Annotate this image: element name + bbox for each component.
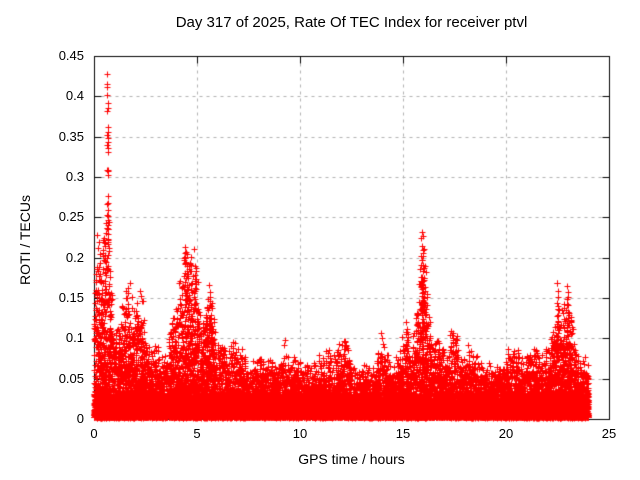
y-tick-label: 0.2 — [65, 250, 84, 265]
x-axis-label: GPS time / hours — [298, 451, 405, 467]
y-tick-label: 0.15 — [58, 290, 84, 305]
chart-title: Day 317 of 2025, Rate Of TEC Index for r… — [175, 14, 528, 31]
y-tick-label: 0.25 — [58, 209, 84, 224]
y-tick-label: 0.4 — [65, 88, 84, 103]
y-tick-label: 0.1 — [65, 330, 84, 345]
y-tick-label: 0.45 — [58, 48, 84, 63]
x-tick-label: 25 — [601, 426, 617, 441]
x-tick-label: 15 — [395, 426, 411, 441]
y-tick-label: 0.3 — [65, 169, 84, 184]
x-tick-label: 10 — [292, 426, 308, 441]
y-tick-label: 0.35 — [58, 129, 84, 144]
y-tick-label: 0.05 — [58, 371, 84, 386]
x-tick-label: 5 — [193, 426, 201, 441]
x-tick-label: 0 — [90, 426, 98, 441]
y-tick-label: 0 — [76, 411, 84, 426]
x-tick-label: 20 — [498, 426, 514, 441]
